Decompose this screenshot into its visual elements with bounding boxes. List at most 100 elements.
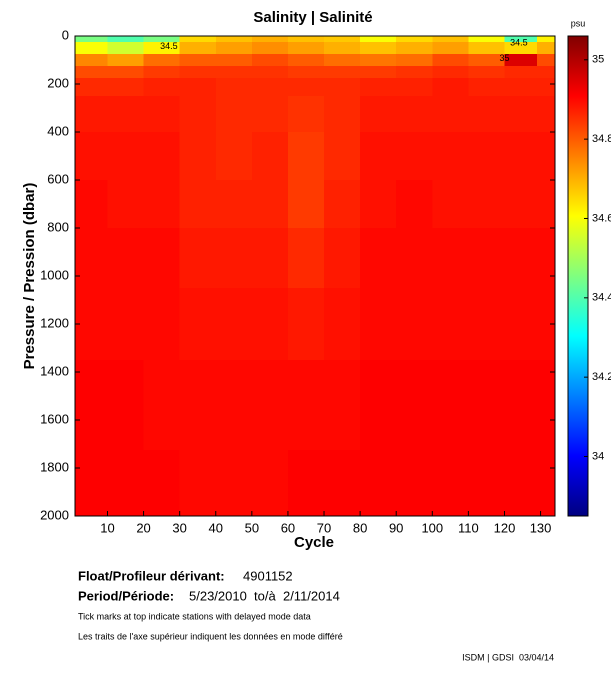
- y-tick-label: 1800: [40, 459, 69, 474]
- heat-cell: [396, 180, 433, 229]
- y-tick-label: 1000: [40, 267, 69, 282]
- heat-cell: [251, 42, 289, 55]
- contour-label: 34.5: [510, 38, 528, 48]
- heat-cell: [432, 42, 469, 55]
- x-tick-label: 40: [209, 520, 223, 535]
- heat-cell: [75, 66, 108, 79]
- heat-cell: [324, 78, 361, 97]
- heat-cell: [396, 132, 433, 181]
- heat-cell: [287, 132, 325, 181]
- heat-cell: [468, 360, 505, 451]
- heat-cell: [360, 66, 397, 79]
- float-id: 4901152: [243, 568, 293, 583]
- heat-cell: [536, 54, 556, 67]
- heat-cell: [536, 228, 556, 289]
- heat-cell: [360, 132, 397, 181]
- heat-cell: [504, 36, 538, 43]
- colorbar-unit: psu: [571, 18, 586, 28]
- colorbar: [567, 35, 589, 517]
- heat-cell: [324, 36, 361, 43]
- heat-cell: [287, 54, 325, 67]
- heat-cell: [396, 450, 433, 517]
- heat-cell: [251, 36, 289, 43]
- heat-cell: [143, 132, 181, 181]
- credit: ISDM | GDSI 03/04/14: [462, 652, 554, 662]
- heat-cell: [179, 78, 217, 97]
- heat-cell: [287, 450, 325, 517]
- heat-cell: [215, 450, 253, 517]
- heat-cell: [179, 450, 217, 517]
- y-tick-label: 800: [47, 219, 69, 234]
- heat-cell: [107, 360, 145, 451]
- heat-cell: [468, 132, 505, 181]
- heat-cell: [75, 288, 108, 361]
- heat-cell: [215, 54, 253, 67]
- heat-cell: [287, 78, 325, 97]
- x-tick-label: 80: [353, 520, 367, 535]
- heat-cell: [396, 42, 433, 55]
- heat-cell: [179, 36, 217, 43]
- heat-cell: [107, 228, 145, 289]
- heat-cell: [360, 228, 397, 289]
- y-tick-label: 2000: [40, 507, 69, 522]
- heat-cell: [107, 96, 145, 133]
- float-label: Float/Profileur dérivant:: [78, 568, 225, 583]
- heat-cell: [504, 96, 538, 133]
- heat-cell: [75, 180, 108, 229]
- note-fr: Les traits de l'axe supérieur indiquent …: [78, 631, 343, 641]
- chart-title: Salinity | Salinité: [253, 9, 372, 26]
- x-tick-label: 50: [245, 520, 259, 535]
- heat-cell: [432, 450, 469, 517]
- heat-cell: [251, 360, 289, 451]
- heat-cell: [143, 54, 181, 67]
- heat-cell: [324, 132, 361, 181]
- heat-cell: [75, 54, 108, 67]
- heat-cell: [468, 228, 505, 289]
- heat-cell: [75, 78, 108, 97]
- y-tick-label: 200: [47, 75, 69, 90]
- heat-cell: [468, 450, 505, 517]
- x-tick-label: 70: [317, 520, 331, 535]
- heat-cell: [432, 36, 469, 43]
- heat-cell: [468, 36, 505, 43]
- y-axis-label: Pressure / Pression (dbar): [21, 183, 38, 370]
- heat-cell: [107, 66, 145, 79]
- heat-cell: [324, 180, 361, 229]
- heat-cell: [215, 78, 253, 97]
- heat-cell: [251, 228, 289, 289]
- heat-cell: [287, 36, 325, 43]
- heat-cell: [75, 360, 108, 451]
- heat-cell: [215, 42, 253, 55]
- contour-label: 34.5: [160, 41, 178, 51]
- heat-cell: [251, 180, 289, 229]
- colorbar-tick-label: 35: [592, 54, 604, 66]
- heat-cell: [251, 66, 289, 79]
- heat-cell: [504, 42, 538, 55]
- heat-cell: [396, 54, 433, 67]
- heat-cell: [75, 96, 108, 133]
- y-tick-label: 1400: [40, 363, 69, 378]
- heat-cell: [324, 42, 361, 55]
- y-tick-label: 600: [47, 171, 69, 186]
- heat-cell: [215, 360, 253, 451]
- heat-cell: [396, 228, 433, 289]
- heat-cell: [536, 360, 556, 451]
- heat-cell: [360, 78, 397, 97]
- heat-cell: [215, 180, 253, 229]
- x-tick-label: 120: [494, 520, 516, 535]
- heat-cell: [143, 360, 181, 451]
- heat-cell: [536, 450, 556, 517]
- heat-cell: [396, 78, 433, 97]
- heat-cell: [215, 132, 253, 181]
- heat-cell: [179, 96, 217, 133]
- contour-label: 35: [499, 53, 509, 63]
- heat-cell: [504, 180, 538, 229]
- heat-cell: [143, 450, 181, 517]
- heat-cell: [107, 450, 145, 517]
- heat-cell: [360, 96, 397, 133]
- heat-cell: [324, 450, 361, 517]
- heat-cell: [396, 36, 433, 43]
- heat-cell: [107, 132, 145, 181]
- heat-cell: [432, 132, 469, 181]
